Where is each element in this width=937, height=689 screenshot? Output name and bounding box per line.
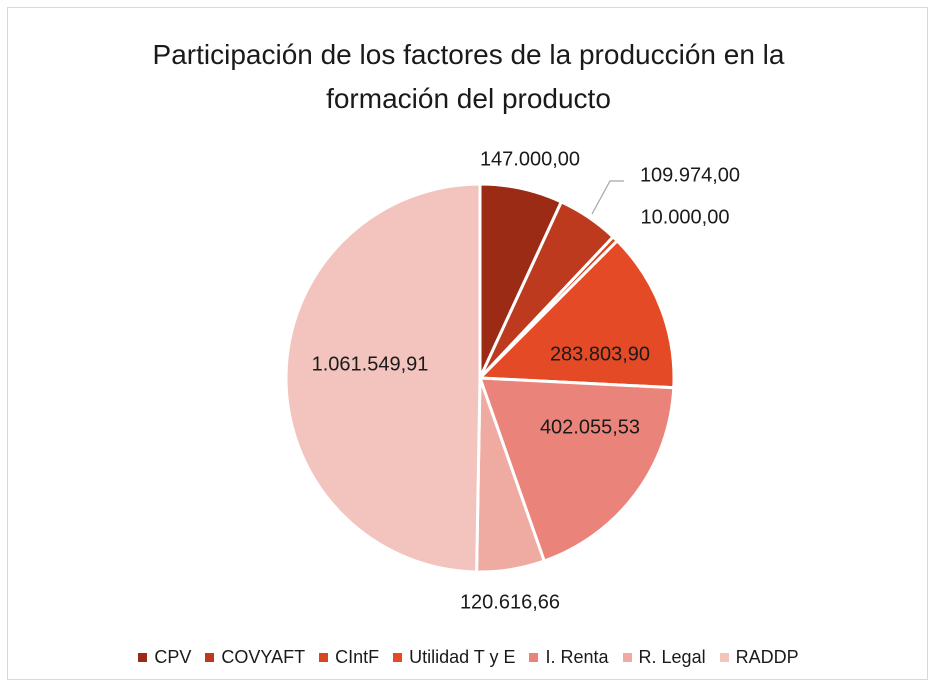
legend-label: Utilidad T y E [409,647,516,667]
leader-line [591,180,624,215]
data-label: 283.803,90 [550,343,650,365]
legend-item: RADDP [719,647,799,668]
legend-label: CIntF [335,647,380,667]
legend-label: CPV [154,647,192,667]
pie-slice [284,182,482,574]
legend-swatch [138,653,148,662]
legend-item: I. Renta [529,647,609,668]
legend-item: COVYAFT [205,647,305,668]
legend-swatch [622,653,632,662]
chart-frame [7,7,928,680]
data-label: 147.000,00 [480,148,580,170]
data-label: 1.061.549,91 [312,353,429,375]
legend-label: R. Legal [638,647,706,667]
data-label: 109.974,00 [640,164,740,186]
legend-item: Utilidad T y E [393,647,515,668]
legend-swatch [719,653,729,662]
legend-item: CPV [138,647,191,668]
data-label: 402.055,53 [540,416,640,438]
legend-swatch [319,653,329,662]
legend-swatch [393,653,403,662]
legend: CPV COVYAFT CIntF Utilidad T y E I. Renta R. … [0,647,937,668]
legend-swatch [205,653,215,662]
legend-item: CIntF [319,647,379,668]
data-label: 10.000,00 [641,206,730,228]
data-label: 120.616,66 [460,591,560,613]
chart-title: Participación de los factores de la prod… [152,39,785,114]
legend-label: RADDP [735,647,799,667]
legend-label: COVYAFT [221,647,306,667]
legend-item: R. Legal [622,647,706,668]
legend-swatch [529,653,539,662]
legend-label: I. Renta [545,647,609,667]
pie-slice [476,238,676,390]
